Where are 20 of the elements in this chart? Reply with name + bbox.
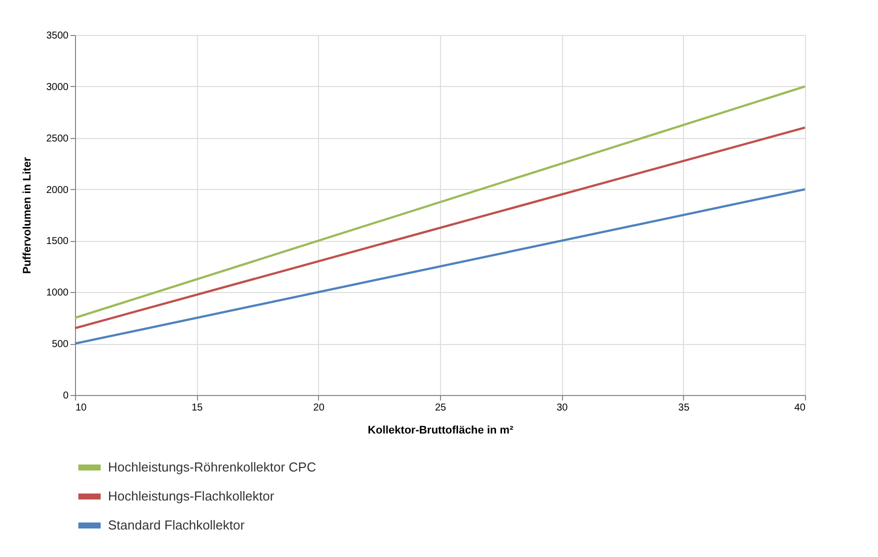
- x-tick-label: 25: [434, 402, 446, 414]
- x-tick-label: 30: [556, 402, 568, 414]
- x-tick-label: 10: [76, 402, 88, 414]
- legend-label: Hochleistungs-Röhrenkollektor CPC: [108, 460, 316, 474]
- y-tick-label: 0: [62, 390, 69, 402]
- legend-label: Standard Flachkollektor: [108, 518, 246, 532]
- x-tick-label: 40: [794, 402, 806, 414]
- y-tick-label: 1500: [46, 236, 69, 248]
- x-axis-title: Kollektor-Bruttofläche in m²: [368, 424, 514, 436]
- y-axis-title: Puffervolumen in Liter: [21, 156, 34, 274]
- y-tick-label: 500: [52, 339, 69, 350]
- y-tick-label: 3000: [46, 82, 69, 93]
- x-tick-label: 35: [678, 402, 690, 414]
- x-tick-label: 15: [192, 402, 204, 414]
- y-tick-label: 1000: [46, 288, 69, 299]
- y-tick-label: 2000: [46, 184, 69, 196]
- y-tick-label: 3500: [46, 30, 69, 42]
- x-tick-label: 20: [313, 402, 325, 414]
- legend-label: Hochleistungs-Flachkollektor: [108, 488, 275, 504]
- y-tick-label: 2500: [46, 133, 69, 144]
